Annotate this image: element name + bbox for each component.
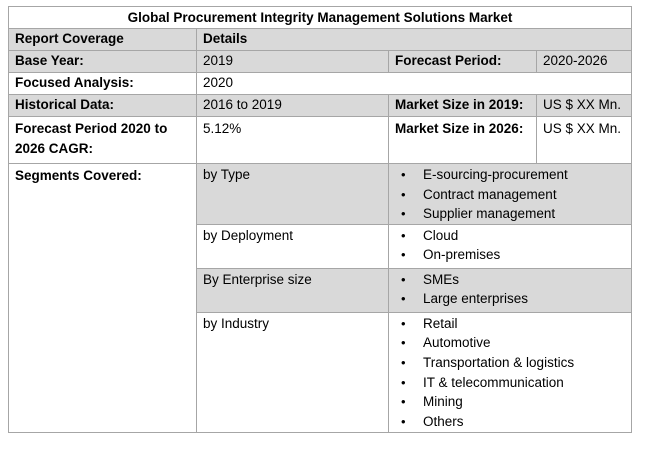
- market-size-2019-label: Market Size in 2019:: [388, 94, 537, 117]
- list-item: IT & telecommunication: [395, 373, 625, 393]
- base-year-value: 2019: [196, 50, 389, 73]
- forecast-period-label: Forecast Period:: [388, 50, 537, 73]
- cagr-label: Forecast Period 2020 to 2026 CAGR:: [8, 116, 197, 164]
- table-title: Global Procurement Integrity Management …: [7, 6, 633, 29]
- list-item: Retail: [395, 314, 625, 334]
- segment-group-industry: by Industry: [196, 311, 389, 433]
- segments-label: Segments Covered:: [8, 163, 197, 433]
- header-details: Details: [195, 28, 633, 51]
- list-item: Large enterprises: [395, 289, 625, 309]
- market-size-2026-label: Market Size in 2026:: [388, 116, 537, 164]
- base-year-label: Base Year:: [8, 50, 197, 73]
- segment-group-type: by Type: [196, 163, 389, 225]
- segment-items-enterprise-size: SMEs Large enterprises: [387, 267, 633, 313]
- list-item: Supplier management: [395, 204, 625, 224]
- historical-data-value: 2016 to 2019: [196, 94, 389, 117]
- list-item: Transportation & logistics: [395, 353, 625, 373]
- cagr-value: 5.12%: [196, 116, 389, 164]
- segment-items-deployment: Cloud On-premises: [387, 223, 633, 269]
- segment-group-deployment: by Deployment: [196, 223, 389, 269]
- segment-items-type: E-sourcing-procurement Contract manageme…: [387, 163, 633, 225]
- cagr-label-line1: Forecast Period 2020 to: [15, 121, 168, 136]
- report-coverage-table: Global Procurement Integrity Management …: [7, 6, 633, 433]
- segment-items-industry: Retail Automotive Transportation & logis…: [387, 311, 633, 433]
- list-item: Others: [395, 412, 625, 432]
- segment-group-enterprise-size: By Enterprise size: [196, 267, 389, 313]
- forecast-period-value: 2020-2026: [535, 50, 633, 73]
- list-item: On-premises: [395, 245, 625, 265]
- cagr-label-line2: 2026 CAGR:: [15, 141, 94, 156]
- list-item: Automotive: [395, 333, 625, 353]
- focused-analysis-label: Focused Analysis:: [8, 72, 197, 95]
- list-item: Mining: [395, 392, 625, 412]
- focused-analysis-value: 2020: [195, 72, 633, 95]
- list-item: SMEs: [395, 270, 625, 290]
- list-item: E-sourcing-procurement: [395, 165, 625, 185]
- historical-data-label: Historical Data:: [8, 94, 197, 117]
- header-report-coverage: Report Coverage: [8, 28, 197, 51]
- list-item: Contract management: [395, 185, 625, 205]
- market-size-2026-value: US $ XX Mn.: [535, 116, 633, 164]
- list-item: Cloud: [395, 226, 625, 246]
- market-size-2019-value: US $ XX Mn.: [535, 94, 633, 117]
